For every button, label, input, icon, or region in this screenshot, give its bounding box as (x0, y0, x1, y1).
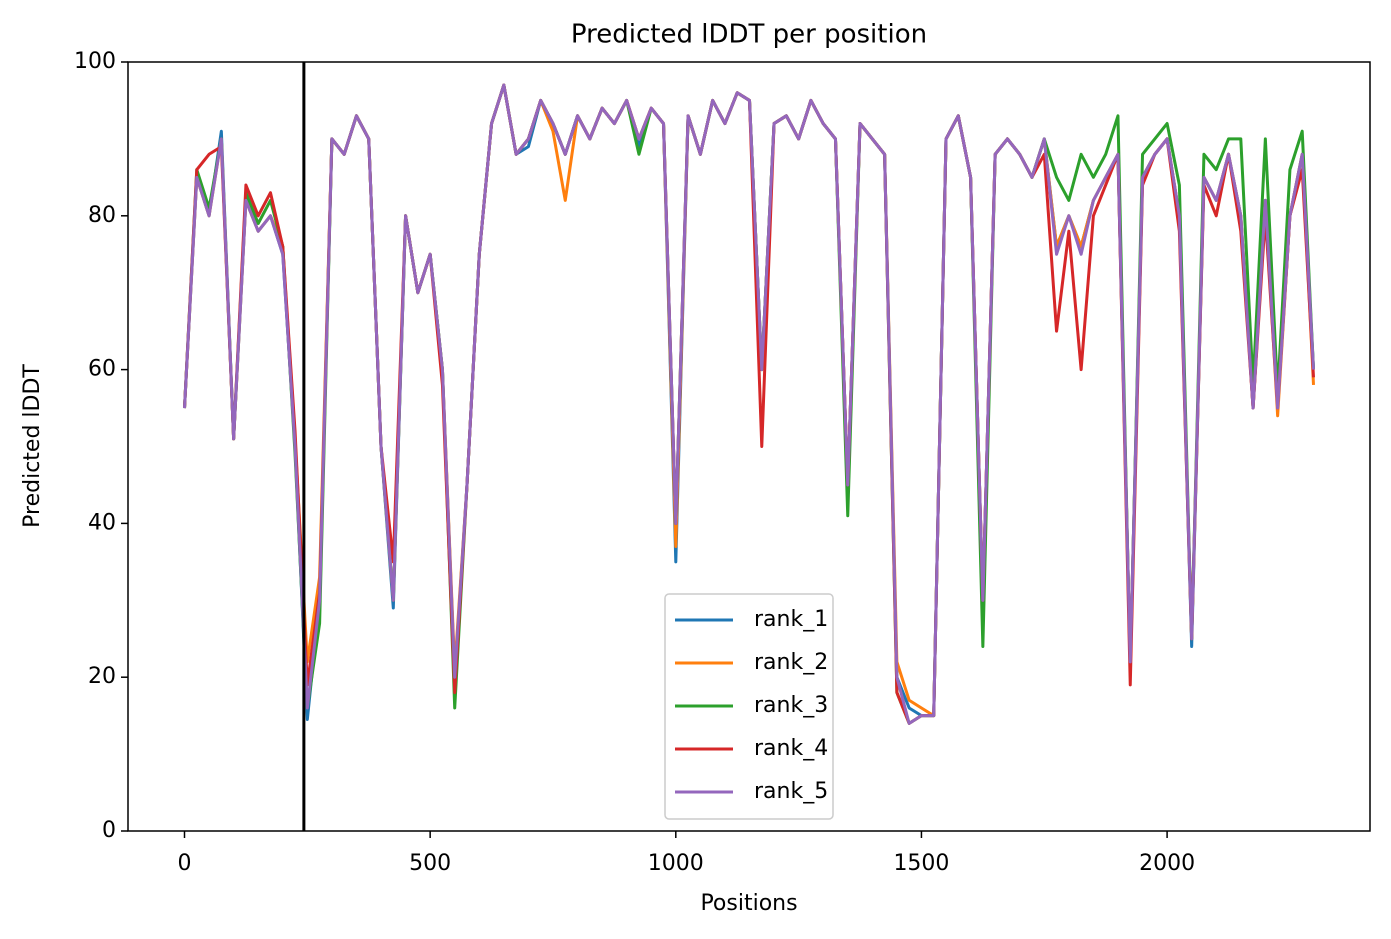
y-tick-label: 20 (88, 664, 116, 689)
x-axis-label: Positions (700, 891, 797, 916)
legend-label: rank_5 (754, 779, 828, 804)
series-line (183, 83, 1315, 725)
x-tick-label: 0 (177, 851, 191, 876)
y-tick-label: 60 (88, 357, 116, 382)
plot-frame (127, 61, 1371, 832)
y-tick-label: 80 (88, 203, 116, 228)
y-tick-label: 100 (74, 49, 116, 74)
legend-label: rank_1 (754, 607, 828, 632)
legend-label: rank_4 (754, 736, 828, 761)
legend-label: rank_2 (754, 650, 828, 675)
x-tick-label: 1500 (893, 851, 949, 876)
chart-title: Predicted lDDT per position (571, 20, 927, 50)
y-axis-label: Predicted lDDT (20, 364, 45, 528)
x-tick-label: 1000 (648, 851, 704, 876)
legend-box (664, 593, 834, 820)
x-tick-label: 2000 (1139, 851, 1195, 876)
legend-label: rank_3 (754, 693, 828, 718)
y-tick-label: 40 (88, 510, 116, 535)
y-tick-label: 0 (102, 818, 116, 843)
x-tick-label: 500 (409, 851, 451, 876)
